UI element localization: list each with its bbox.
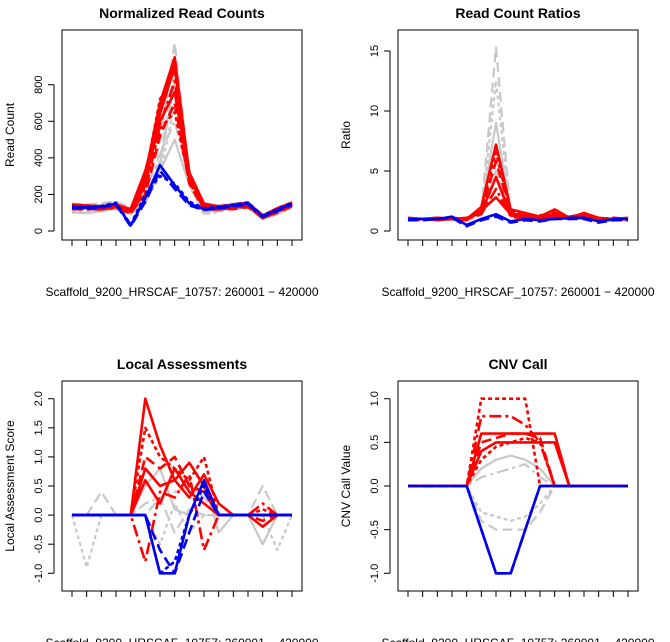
y-tick-label: 600 <box>33 112 45 130</box>
series-line-loss <box>408 215 628 228</box>
y-axis-label: Ratio <box>339 121 353 149</box>
series-line-other <box>407 46 629 222</box>
series-line-gain <box>72 473 292 563</box>
y-tick-label: 1.5 <box>33 420 45 435</box>
series-line-other <box>407 79 629 223</box>
y-axis-label: Read Count <box>3 102 17 167</box>
y-tick-label: 5 <box>369 168 381 174</box>
panel-title: Read Count Ratios <box>455 5 580 21</box>
series-line-gain <box>408 414 628 488</box>
series-line-other <box>407 121 629 222</box>
y-tick-label: 200 <box>33 185 45 203</box>
series-line-loss <box>71 174 293 226</box>
series-line-other <box>408 484 628 523</box>
y-tick-label: -1.0 <box>369 564 381 583</box>
panel-title: CNV Call <box>488 356 547 372</box>
x-axis-label: Scaffold_9200_HRSCAF_10757: 260001 − 420… <box>46 285 319 299</box>
series-line-loss <box>408 484 628 575</box>
y-axis-label: CNV Call Value <box>339 444 353 527</box>
y-tick-label: 2.0 <box>33 391 45 406</box>
x-axis-label: Scaffold_9200_HRSCAF_10757: 260001 − 420… <box>382 285 655 299</box>
series-line-other <box>72 484 292 534</box>
y-tick-label: 0 <box>369 228 381 234</box>
plot-frame <box>397 380 639 592</box>
y-tick-label: 0.5 <box>33 478 45 493</box>
plot-frame <box>61 380 303 592</box>
y-tick-label: -1.0 <box>33 564 45 583</box>
series-line-gain <box>408 436 628 488</box>
x-axis-label: Scaffold_9200_HRSCAF_10757: 260001 − 420… <box>46 636 319 642</box>
series-line-gain <box>408 143 628 221</box>
y-tick-label: 1.0 <box>33 449 45 464</box>
y-tick-label: 10 <box>369 105 381 117</box>
y-tick-label: 0.5 <box>369 435 381 450</box>
panel-title: Local Assessments <box>117 356 247 372</box>
series-line-other <box>408 484 628 531</box>
y-tick-label: -0.5 <box>33 535 45 554</box>
read-ratios-panel: Read Count Ratios 0 5 10 15 Ratio Scaffold_920… <box>339 5 655 299</box>
plot-frame <box>61 29 303 241</box>
series-line-gain <box>408 441 628 488</box>
y-tick-label: 0 <box>33 228 45 234</box>
series-line-loss <box>72 490 292 575</box>
local-assessments-panel: Local Assessments -1.0 -0.5 0.0 0.5 1.0 1.5 2.0… <box>3 356 319 642</box>
series-line-loss <box>72 484 292 575</box>
y-axis-label: Local Assessment Score <box>3 420 17 552</box>
y-tick-label: -0.5 <box>369 520 381 539</box>
y-tick-label: 0.0 <box>369 478 381 493</box>
y-tick-label: 15 <box>369 45 381 57</box>
panel-title: Normalized Read Counts <box>99 5 265 21</box>
series-line-other <box>408 454 628 488</box>
series-line-loss <box>71 169 293 228</box>
plot-frame <box>397 29 639 241</box>
cnv-call-panel: CNV Call -1.0 -0.5 0.0 0.5 1.0 CNV Call Value S… <box>339 356 655 642</box>
x-axis-label: Scaffold_9200_HRSCAF_10757: 260001 − 420… <box>382 636 655 642</box>
y-tick-label: 0.0 <box>33 507 45 522</box>
series-line-other <box>408 463 628 488</box>
y-tick-label: 800 <box>33 76 45 94</box>
y-tick-label: 400 <box>33 149 45 167</box>
read-counts-panel: Normalized Read Counts 0 200 400 600 800 Read … <box>3 5 319 299</box>
y-tick-label: 1.0 <box>369 391 381 406</box>
